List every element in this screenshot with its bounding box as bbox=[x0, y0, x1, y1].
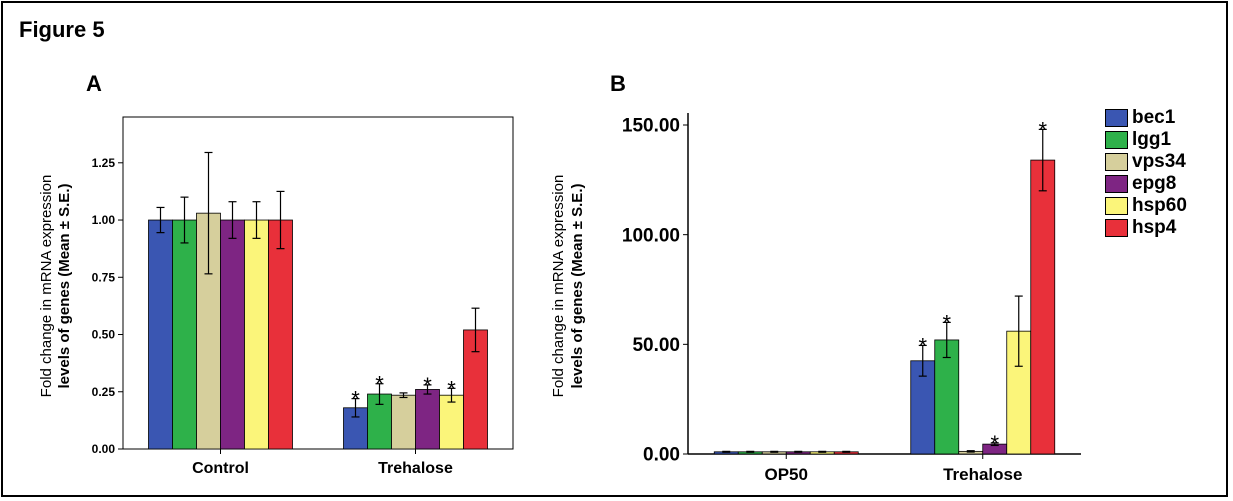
y-tick-label: 0.75 bbox=[92, 270, 116, 284]
legend-swatch bbox=[1105, 197, 1128, 215]
y-tick-label: 0.00 bbox=[643, 445, 680, 466]
y-tick-label: 0.25 bbox=[92, 385, 116, 399]
legend-swatch bbox=[1105, 153, 1128, 171]
figure-title: Figure 5 bbox=[19, 17, 105, 42]
significance-mark: * bbox=[990, 431, 999, 456]
significance-mark: * bbox=[375, 372, 384, 397]
legend-label: vps34 bbox=[1132, 151, 1186, 172]
y-axis-label-a-line1: Fold change in mRNA expression bbox=[38, 175, 55, 398]
significance-mark: * bbox=[351, 387, 360, 412]
legend-label: bec1 bbox=[1132, 107, 1176, 128]
legend-label: hsp4 bbox=[1132, 217, 1177, 238]
legend-item: hsp4 bbox=[1105, 217, 1187, 239]
panel-a-label: A bbox=[86, 71, 102, 96]
legend-label: hsp60 bbox=[1132, 195, 1187, 216]
plot-area-a bbox=[122, 116, 514, 450]
bar bbox=[934, 339, 960, 455]
legend-item: bec1 bbox=[1105, 107, 1187, 129]
y-axis-label-b-line2: levels of genes (Mean ± S.E.) bbox=[569, 184, 586, 389]
bar bbox=[220, 219, 245, 450]
significance-mark: * bbox=[942, 310, 951, 335]
y-axis-label-b-line1: Fold change in mRNA expression bbox=[550, 175, 567, 398]
x-tick-label: Trehalose bbox=[378, 460, 453, 477]
bar bbox=[439, 394, 464, 450]
legend-item: vps34 bbox=[1105, 151, 1187, 173]
legend-label: epg8 bbox=[1132, 173, 1177, 194]
significance-mark: * bbox=[423, 373, 432, 398]
legend-swatch bbox=[1105, 219, 1128, 237]
panel-b-label: B bbox=[610, 71, 626, 96]
legend-item: lgg1 bbox=[1105, 129, 1187, 151]
y-tick-label: 1.00 bbox=[92, 213, 116, 227]
bar bbox=[244, 219, 269, 450]
y-tick-label: 100.00 bbox=[622, 225, 680, 246]
legend-swatch bbox=[1105, 109, 1128, 127]
y-tick-label: 0.50 bbox=[92, 328, 116, 342]
x-tick-label: OP50 bbox=[765, 465, 808, 484]
x-tick-label: Trehalose bbox=[943, 465, 1022, 484]
bar bbox=[1030, 159, 1056, 455]
y-tick-label: 0.00 bbox=[92, 442, 116, 456]
chart-panel-a: Fold change in mRNA expression levels of… bbox=[38, 116, 514, 477]
bar bbox=[1006, 330, 1032, 455]
y-tick-label: 50.00 bbox=[632, 335, 680, 356]
y-axis-label-a-line2: levels of genes (Mean ± S.E.) bbox=[56, 184, 73, 389]
chart-panel-b: Fold change in mRNA expression levels of… bbox=[550, 113, 1081, 484]
significance-mark: * bbox=[1038, 117, 1047, 142]
legend: bec1 lgg1 vps34 epg8 hsp60 hsp4 bbox=[1105, 107, 1187, 239]
significance-mark: * bbox=[447, 376, 456, 401]
legend-swatch bbox=[1105, 175, 1128, 193]
legend-label: lgg1 bbox=[1132, 129, 1172, 150]
x-tick-label: Control bbox=[192, 460, 249, 477]
legend-item: hsp60 bbox=[1105, 195, 1187, 217]
legend-item: epg8 bbox=[1105, 173, 1187, 195]
legend-swatch bbox=[1105, 131, 1128, 149]
y-tick-label: 1.25 bbox=[92, 156, 116, 170]
significance-mark: * bbox=[918, 333, 927, 358]
y-tick-label: 150.00 bbox=[622, 116, 680, 137]
